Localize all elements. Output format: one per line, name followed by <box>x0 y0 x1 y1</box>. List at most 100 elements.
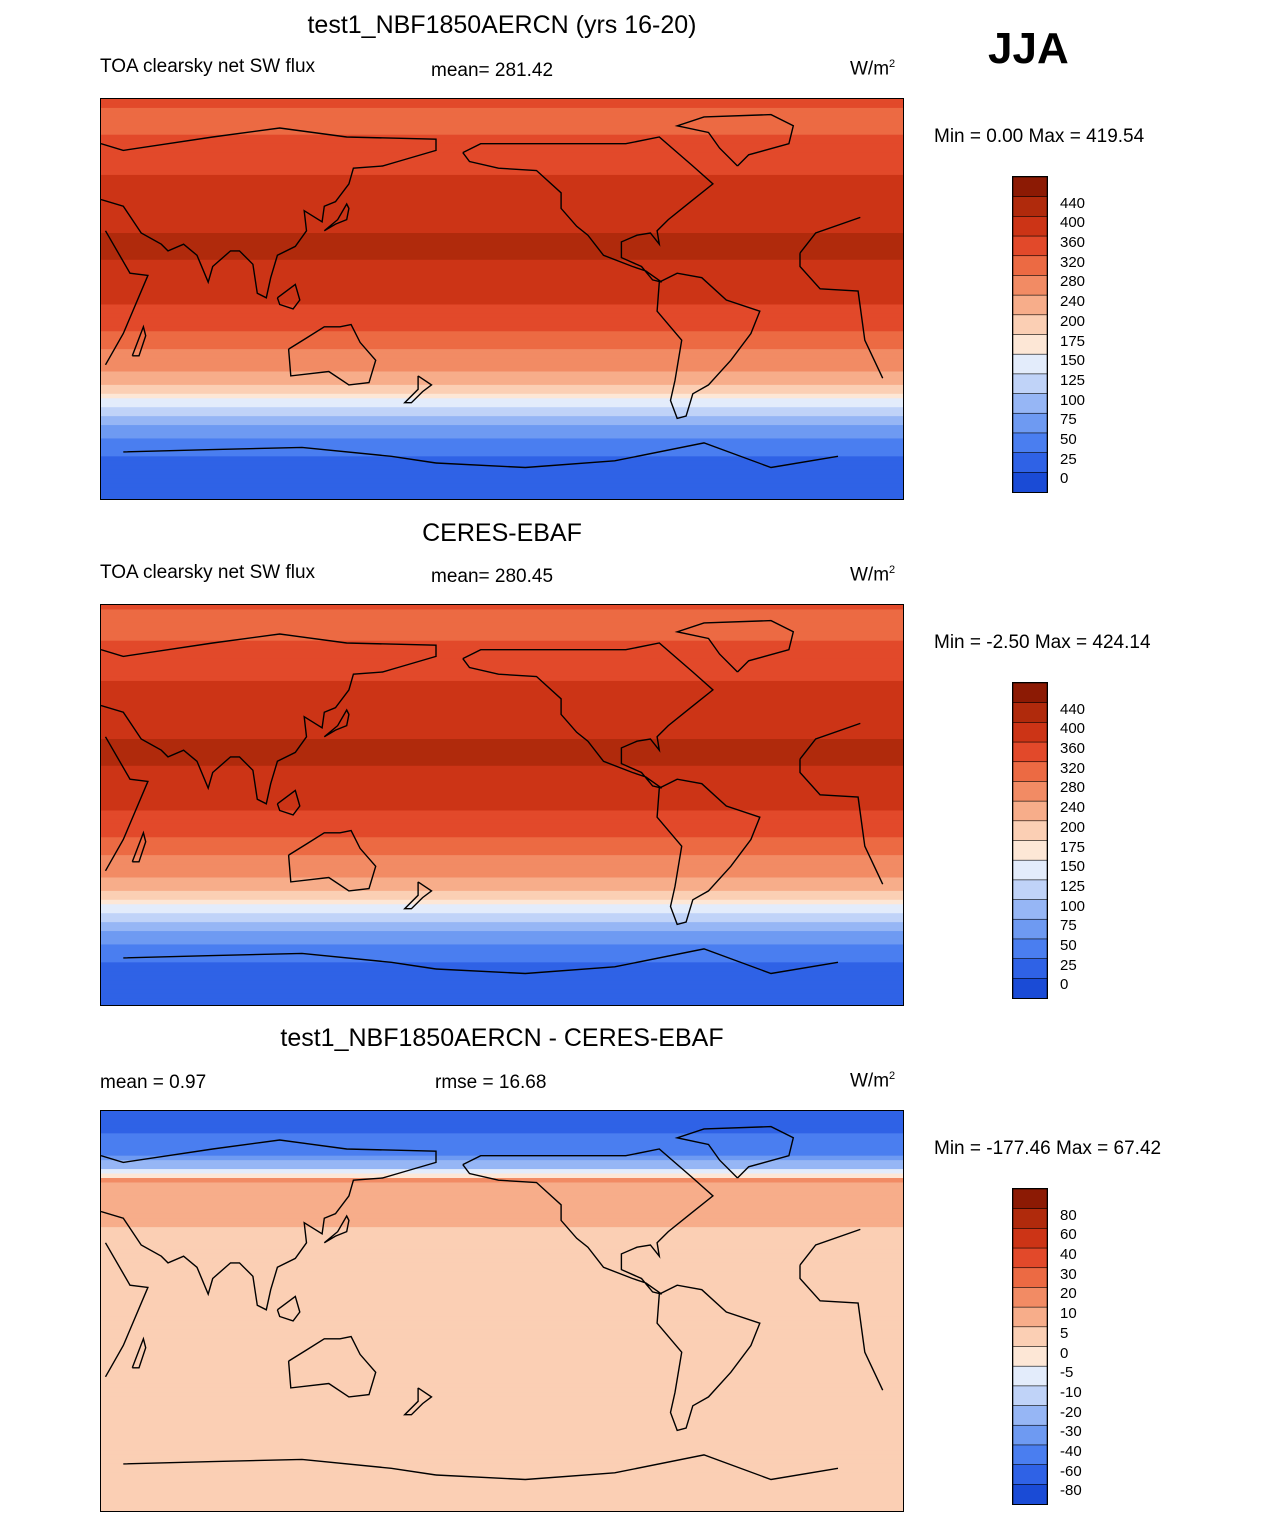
zonal-band <box>101 1361 903 1367</box>
zonal-band <box>101 931 903 937</box>
colorbar-tick-label: -40 <box>1060 1442 1082 1460</box>
zonal-band <box>101 268 903 274</box>
zonal-band <box>101 703 903 709</box>
panel-3-units-exponent: 2 <box>889 1070 896 1082</box>
zonal-band <box>101 380 903 386</box>
colorbar-tick-label: 125 <box>1060 877 1086 895</box>
zonal-band <box>101 797 903 803</box>
zonal-band <box>101 881 903 887</box>
zonal-band <box>101 1370 903 1376</box>
zonal-band <box>101 179 903 185</box>
zonal-band <box>101 1133 903 1139</box>
zonal-band <box>101 1312 903 1317</box>
panel-2-map-canvas <box>101 605 903 1005</box>
zonal-band <box>101 308 903 314</box>
colorbar-tick-label: 150 <box>1060 858 1086 876</box>
colorbar-box <box>1013 393 1047 415</box>
zonal-band <box>101 814 903 820</box>
colorbar-tick-label: 75 <box>1060 411 1077 429</box>
zonal-band <box>101 1151 903 1157</box>
colorbar-tick-label: 20 <box>1060 1285 1077 1303</box>
zonal-band <box>101 1289 903 1295</box>
zonal-band <box>101 170 903 176</box>
colorbar-tick-label: 280 <box>1060 273 1086 291</box>
zonal-band <box>101 806 903 811</box>
zonal-band <box>101 233 903 238</box>
zonal-band <box>101 640 903 646</box>
zonal-band <box>101 1249 903 1255</box>
zonal-band <box>101 899 903 905</box>
zonal-band <box>101 698 903 704</box>
panel-3-units-text: W/m <box>850 1070 890 1092</box>
coastline <box>123 952 437 970</box>
coastline <box>104 230 149 366</box>
colorbar-box <box>1013 938 1047 960</box>
zonal-band <box>101 989 903 995</box>
zonal-band <box>101 1186 903 1192</box>
zonal-band <box>101 1334 903 1340</box>
colorbar-tick-label: 25 <box>1060 450 1077 468</box>
zonal-band <box>101 291 903 297</box>
zonal-band <box>101 1343 903 1349</box>
zonal-band <box>101 1155 903 1161</box>
zonal-band <box>101 362 903 368</box>
zonal-band <box>101 398 903 404</box>
zonal-band <box>101 667 903 673</box>
zonal-band <box>101 273 903 279</box>
zonal-band <box>101 434 903 439</box>
colorbar-tick-label: 240 <box>1060 799 1086 817</box>
colorbar-tick-label: 440 <box>1060 194 1086 212</box>
panel-3-map <box>100 1110 904 1512</box>
zonal-band <box>101 416 903 422</box>
colorbar-tick-label: 0 <box>1060 1344 1069 1362</box>
colorbar-box <box>1013 177 1047 198</box>
zonal-band <box>101 259 903 265</box>
zonal-band <box>101 438 903 444</box>
zonal-band <box>101 957 903 963</box>
colorbar-box <box>1013 840 1047 862</box>
zonal-band <box>101 1173 903 1179</box>
colorbar-box <box>1013 216 1047 237</box>
coastline <box>656 778 761 926</box>
coastline <box>462 1148 714 1295</box>
colorbar-tick-label: 400 <box>1060 720 1086 738</box>
coastline <box>403 881 433 910</box>
zonal-band <box>101 1316 903 1322</box>
zonal-band <box>101 224 903 230</box>
zonal-band <box>101 609 903 615</box>
zonal-band <box>101 197 903 203</box>
zonal-band <box>101 645 903 651</box>
zonal-band <box>101 384 903 390</box>
zonal-band <box>101 837 903 843</box>
panel-2-variable-label: TOA clearsky net SW flux <box>100 562 316 583</box>
zonal-band <box>101 130 903 136</box>
colorbar-tick-label: 240 <box>1060 293 1086 311</box>
zonal-band <box>101 663 903 669</box>
coastline <box>276 789 301 816</box>
zonal-band <box>101 210 903 216</box>
zonal-band <box>101 1450 903 1456</box>
zonal-band <box>101 1213 903 1219</box>
coastline <box>799 759 884 885</box>
colorbar-box <box>1013 1287 1047 1309</box>
zonal-band <box>101 1137 903 1143</box>
zonal-band <box>101 1262 903 1268</box>
coastline <box>435 442 839 469</box>
zonal-band <box>101 1169 903 1175</box>
zonal-band <box>101 998 903 1004</box>
zonal-band <box>101 125 903 131</box>
zonal-band <box>101 1504 903 1510</box>
colorbar-box <box>1013 196 1047 218</box>
panel-1-map-canvas <box>101 99 903 499</box>
zonal-band <box>101 1307 903 1313</box>
colorbar-tick-label: 30 <box>1060 1265 1077 1283</box>
zonal-band <box>101 658 903 664</box>
zonal-band <box>101 770 903 776</box>
panel-1-title: test1_NBF1850AERCN (yrs 16-20) <box>307 11 697 39</box>
colorbar-box <box>1013 899 1047 921</box>
season-label: JJA <box>988 24 1069 73</box>
zonal-band <box>101 1383 903 1389</box>
colorbar-box <box>1013 1228 1047 1249</box>
zonal-band <box>101 99 903 104</box>
zonal-band <box>101 393 903 399</box>
